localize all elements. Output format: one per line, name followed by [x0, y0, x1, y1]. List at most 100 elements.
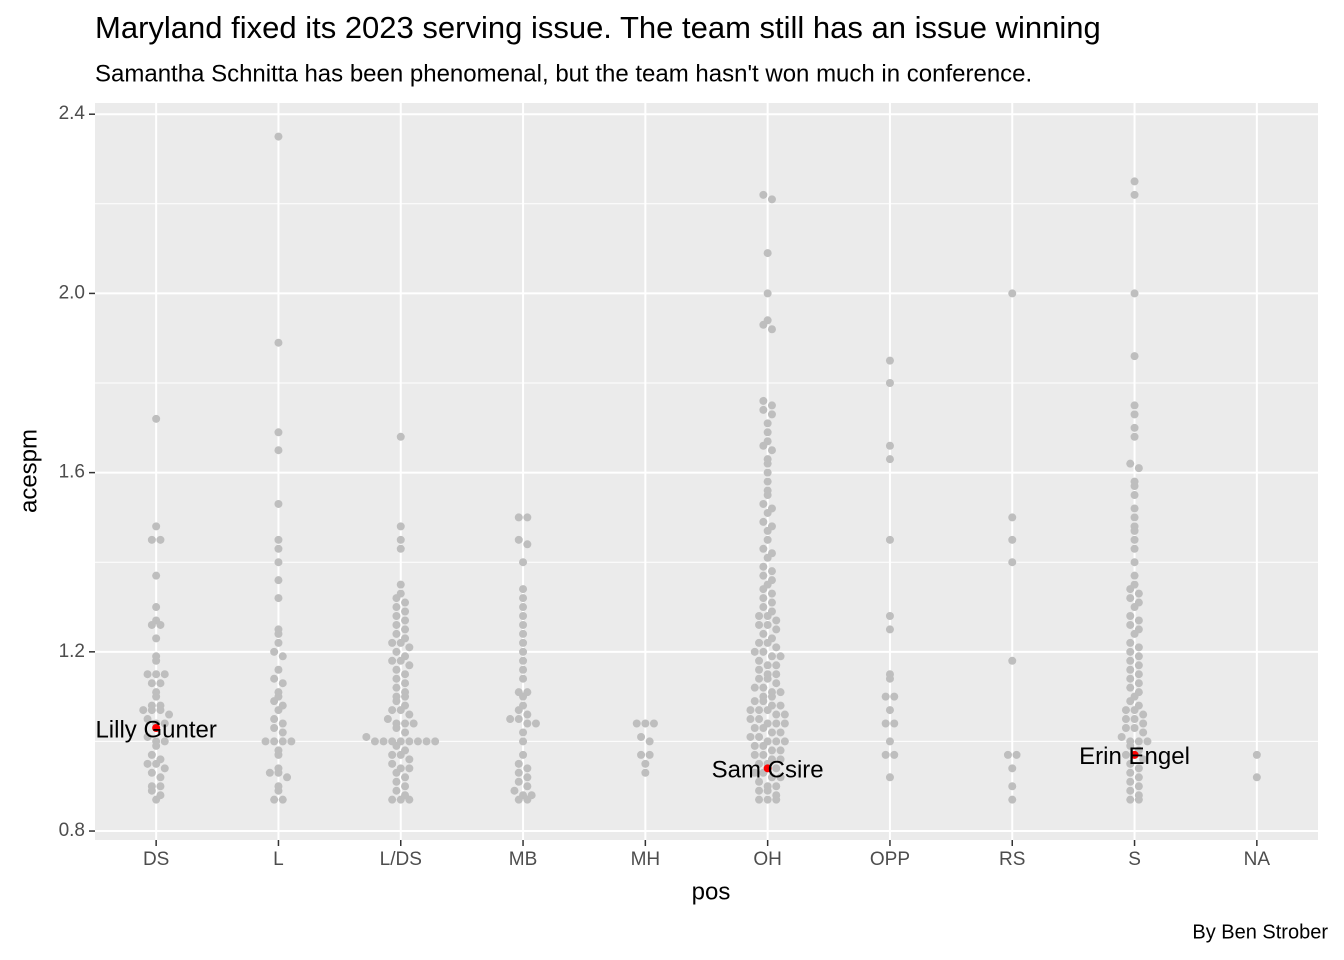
dot: [392, 723, 401, 732]
x-tick-label: OPP: [870, 849, 910, 870]
dot: [143, 670, 152, 679]
dot: [523, 764, 532, 773]
dot: [641, 719, 650, 728]
dot: [139, 706, 148, 715]
dot: [396, 522, 405, 531]
dot: [405, 795, 414, 804]
dot: [759, 190, 768, 199]
highlight-label: Lilly Gunter: [95, 716, 216, 743]
y-tick-label: 1.2: [59, 641, 85, 662]
dot: [763, 289, 772, 298]
dot: [1130, 482, 1139, 491]
chart-subtitle: Samantha Schnitta has been phenomenal, b…: [95, 60, 1032, 87]
dot: [523, 719, 532, 728]
dot: [152, 692, 161, 701]
dot: [519, 638, 528, 647]
dot: [763, 795, 772, 804]
dot: [1134, 737, 1143, 746]
dot: [1126, 674, 1135, 683]
dot: [750, 723, 759, 732]
dot: [370, 737, 379, 746]
dot: [392, 665, 401, 674]
dot: [405, 643, 414, 652]
dot: [278, 719, 287, 728]
dot: [274, 544, 283, 553]
dot: [274, 594, 283, 603]
dot: [147, 750, 156, 759]
dot: [755, 665, 764, 674]
dot: [881, 692, 890, 701]
dot: [270, 723, 279, 732]
dot: [885, 611, 894, 620]
dot: [283, 773, 292, 782]
dot: [405, 737, 414, 746]
dot: [632, 719, 641, 728]
dot: [274, 338, 283, 347]
dot: [392, 741, 401, 750]
dot: [772, 679, 781, 688]
dot: [1134, 643, 1143, 652]
dot: [401, 607, 410, 616]
dot: [160, 719, 169, 728]
dot: [1130, 491, 1139, 500]
dot: [156, 782, 165, 791]
dot: [396, 544, 405, 553]
y-tick-label: 2.4: [59, 103, 86, 124]
dot: [746, 715, 755, 724]
dot: [396, 656, 405, 665]
x-tick-label: S: [1128, 849, 1141, 870]
y-tick-label: 2.0: [59, 282, 85, 303]
dot: [396, 706, 405, 715]
dot: [519, 594, 528, 603]
dot: [759, 405, 768, 414]
dot: [1008, 513, 1017, 522]
dot: [767, 773, 776, 782]
dot: [645, 737, 654, 746]
dot: [780, 710, 789, 719]
dot: [755, 611, 764, 620]
dot: [519, 620, 528, 629]
dot: [1130, 629, 1139, 638]
dot: [278, 728, 287, 737]
dot: [763, 786, 772, 795]
dot: [1126, 683, 1135, 692]
dot: [890, 750, 899, 759]
dot: [1130, 423, 1139, 432]
dot: [759, 544, 768, 553]
y-tick-label: 0.8: [59, 820, 85, 841]
dot: [514, 715, 523, 724]
dot: [1134, 795, 1143, 804]
dot: [401, 773, 410, 782]
dot: [519, 558, 528, 567]
dot: [396, 750, 405, 759]
dot: [772, 737, 781, 746]
dot: [759, 594, 768, 603]
dot: [392, 768, 401, 777]
dot: [1130, 535, 1139, 544]
dot: [763, 428, 772, 437]
dot: [147, 679, 156, 688]
dot: [401, 782, 410, 791]
dot: [401, 679, 410, 688]
dot: [885, 356, 894, 365]
caption: By Ben Strober: [1192, 921, 1328, 943]
dot: [147, 786, 156, 795]
dot: [767, 692, 776, 701]
dot: [165, 710, 174, 719]
dot: [1126, 638, 1135, 647]
x-tick-label: L/DS: [380, 849, 422, 870]
dot: [772, 643, 781, 652]
dot: [160, 670, 169, 679]
dot: [767, 567, 776, 576]
dot: [885, 773, 894, 782]
dot: [519, 585, 528, 594]
dot: [405, 764, 414, 773]
dot: [1008, 558, 1017, 567]
dot: [1134, 464, 1143, 473]
dot: [767, 410, 776, 419]
dot: [776, 746, 785, 755]
dot: [780, 719, 789, 728]
dot: [519, 674, 528, 683]
dot: [396, 580, 405, 589]
dot: [763, 674, 772, 683]
